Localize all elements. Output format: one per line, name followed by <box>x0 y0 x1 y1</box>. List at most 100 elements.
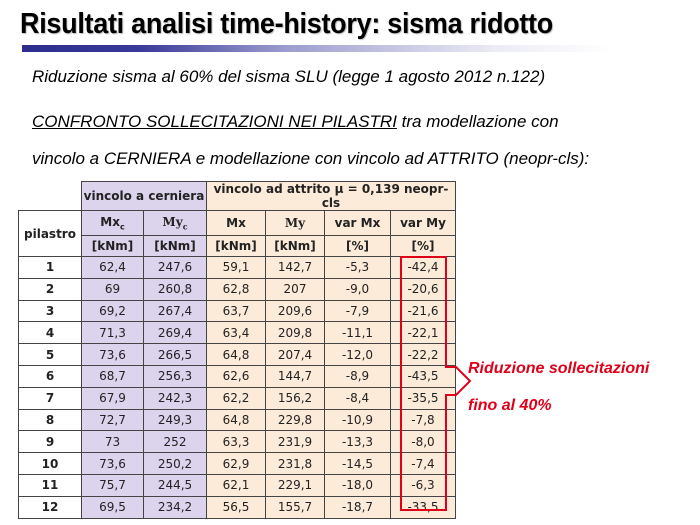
cell-pilastro: 12 <box>18 495 82 519</box>
cell-mx: 63,7 <box>206 299 266 323</box>
cell-pilastro: 4 <box>18 321 82 345</box>
cell-my: 229,8 <box>265 408 325 432</box>
header-var-my: var My <box>390 210 456 236</box>
table-row: 5 73,6 266,5 64,8 207,4 -12,0 -22,2 <box>18 343 456 366</box>
cell-var-mx: -14,5 <box>324 452 391 475</box>
cell-var-my: -33,5 <box>390 495 456 519</box>
header-pilastro: pilastro <box>18 210 82 257</box>
cell-myc: 244,5 <box>143 473 207 497</box>
cell-var-my: -21,6 <box>390 299 456 323</box>
cell-my: 156,2 <box>265 386 325 410</box>
header-mxc: Mxc <box>81 210 144 236</box>
cell-mx: 62,9 <box>206 452 266 475</box>
header-subscript: c <box>182 221 188 232</box>
cell-mx: 62,1 <box>206 473 266 497</box>
cell-var-mx: -10,9 <box>324 408 391 432</box>
cell-myc: 267,4 <box>143 299 207 323</box>
cell-my: 142,7 <box>265 256 325 279</box>
cell-my: 207 <box>265 277 325 301</box>
cell-pilastro: 5 <box>18 343 82 366</box>
cell-var-my: -7,8 <box>390 408 456 432</box>
cell-mx: 62,2 <box>206 386 266 410</box>
cell-var-mx: -7,9 <box>324 299 391 323</box>
table-row: 1 62,4 247,6 59,1 142,7 -5,3 -42,4 <box>18 256 456 279</box>
table-row: 4 71,3 269,4 63,4 209,8 -11,1 -22,1 <box>18 321 456 345</box>
cell-var-mx: -8,9 <box>324 364 391 388</box>
cell-var-mx: -12,0 <box>324 343 391 366</box>
cell-mxc: 68,7 <box>81 364 144 388</box>
cell-var-mx: -5,3 <box>324 256 391 279</box>
cell-pilastro: 6 <box>18 364 82 388</box>
cell-var-my: -8,0 <box>390 430 456 454</box>
cell-pilastro: 3 <box>18 299 82 323</box>
cell-mxc: 72,7 <box>81 408 144 432</box>
cell-myc: 256,3 <box>143 364 207 388</box>
cell-var-mx: -18,7 <box>324 495 391 519</box>
subtitle: Riduzione sisma al 60% del sisma SLU (le… <box>32 67 546 86</box>
title-underline-bar <box>22 45 612 52</box>
table-row: 2 69 260,8 62,8 207 -9,0 -20,6 <box>18 277 456 301</box>
header-label: My <box>162 214 183 229</box>
table-row: 3 69,2 267,4 63,7 209,6 -7,9 -21,6 <box>18 299 456 323</box>
cell-myc: 266,5 <box>143 343 207 366</box>
red-bracket-arrow <box>400 256 472 511</box>
unit-my: [kNm] <box>265 235 325 257</box>
intro-line-1: CONFRONTO SOLLECITAZIONI NEI PILASTRI tr… <box>32 112 559 132</box>
cell-pilastro: 10 <box>18 452 82 475</box>
unit-var-mx: [%] <box>324 235 391 257</box>
cell-var-my: -35,5 <box>390 386 456 410</box>
cell-myc: 269,4 <box>143 321 207 345</box>
cell-mx: 62,6 <box>206 364 266 388</box>
cell-mxc: 73,6 <box>81 452 144 475</box>
callout-line-1: Riduzione sollecitazioni <box>468 360 650 377</box>
table-row: 12 69,5 234,2 56,5 155,7 -18,7 -33,5 <box>18 495 456 519</box>
cell-var-my: -7,4 <box>390 452 456 475</box>
table-row: 6 68,7 256,3 62,6 144,7 -8,9 -43,5 <box>18 364 456 388</box>
cell-my: 155,7 <box>265 495 325 519</box>
callout-line-2: fino al 40% <box>468 397 552 414</box>
cell-my: 209,8 <box>265 321 325 345</box>
header-myc: Myc <box>143 210 207 236</box>
cell-var-mx: -8,4 <box>324 386 391 410</box>
cell-pilastro: 2 <box>18 277 82 301</box>
unit-var-my: [%] <box>390 235 456 257</box>
cell-my: 207,4 <box>265 343 325 366</box>
header-mx: Mx <box>206 210 266 236</box>
cell-myc: 234,2 <box>143 495 207 519</box>
header-label: Mx <box>100 214 120 229</box>
cell-mxc: 71,3 <box>81 321 144 345</box>
cell-mx: 56,5 <box>206 495 266 519</box>
cell-mx: 63,3 <box>206 430 266 454</box>
cell-pilastro: 11 <box>18 473 82 497</box>
unit-mxc: [kNm] <box>81 235 144 257</box>
cell-myc: 260,8 <box>143 277 207 301</box>
cell-var-mx: -9,0 <box>324 277 391 301</box>
cell-mxc: 75,7 <box>81 473 144 497</box>
cell-my: 229,1 <box>265 473 325 497</box>
cell-var-my: -6,3 <box>390 473 456 497</box>
slide-title: Risultati analisi time-history: sisma ri… <box>20 8 553 40</box>
header-subscript: c <box>119 222 125 232</box>
cell-mx: 62,8 <box>206 277 266 301</box>
intro-heading: CONFRONTO SOLLECITAZIONI NEI PILASTRI <box>32 112 397 131</box>
cell-my: 231,9 <box>265 430 325 454</box>
table-row: 11 75,7 244,5 62,1 229,1 -18,0 -6,3 <box>18 473 456 497</box>
cell-mxc: 67,9 <box>81 386 144 410</box>
cell-var-mx: -13,3 <box>324 430 391 454</box>
unit-mx: [kNm] <box>206 235 266 257</box>
cell-var-my: -43,5 <box>390 364 456 388</box>
comparison-table: vincolo a cerniera vincolo ad attrito μ … <box>18 181 456 519</box>
intro-line-2: vincolo a CERNIERA e modellazione con vi… <box>32 149 590 168</box>
cell-myc: 249,3 <box>143 408 207 432</box>
header-var-mx: var Mx <box>324 210 391 236</box>
cell-mxc: 69 <box>81 277 144 301</box>
cell-myc: 247,6 <box>143 256 207 279</box>
unit-myc: [kNm] <box>143 235 207 257</box>
cell-myc: 252 <box>143 430 207 454</box>
table-row: 8 72,7 249,3 64,8 229,8 -10,9 -7,8 <box>18 408 456 432</box>
cell-mx: 64,8 <box>206 343 266 366</box>
cell-pilastro: 8 <box>18 408 82 432</box>
cell-mxc: 69,5 <box>81 495 144 519</box>
cell-var-my: -42,4 <box>390 256 456 279</box>
